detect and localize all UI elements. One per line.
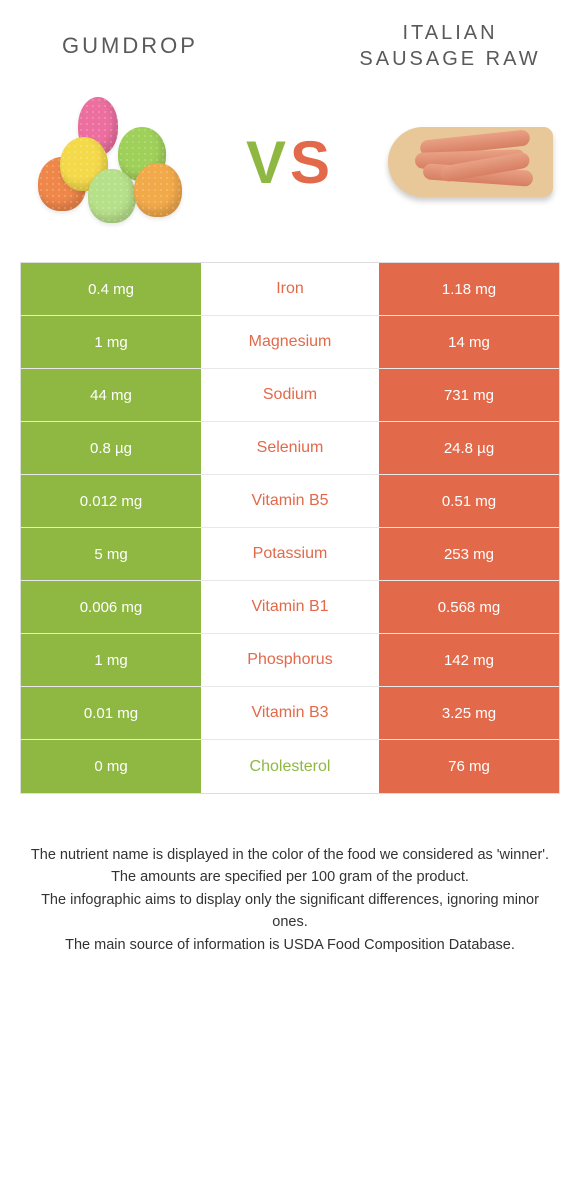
- table-row: 0.4 mgIron1.18 mg: [21, 263, 559, 316]
- nutrient-name: Vitamin B1: [201, 581, 379, 633]
- footnote-line: The amounts are specified per 100 gram o…: [25, 866, 555, 888]
- nutrient-name: Magnesium: [201, 316, 379, 368]
- gumdrops-icon: [30, 97, 190, 227]
- food-title-right: Italian sausage raw: [350, 20, 550, 72]
- table-row: 0.006 mgVitamin B10.568 mg: [21, 581, 559, 634]
- value-left: 0.012 mg: [21, 475, 201, 527]
- food-image-left: [25, 92, 195, 232]
- nutrient-name: Cholesterol: [201, 740, 379, 793]
- food-title-left: Gumdrop: [30, 32, 230, 61]
- table-row: 0.012 mgVitamin B50.51 mg: [21, 475, 559, 528]
- value-right: 3.25 mg: [379, 687, 559, 739]
- vs-label: VS: [246, 128, 334, 197]
- footnote-line: The nutrient name is displayed in the co…: [25, 844, 555, 866]
- value-right: 1.18 mg: [379, 263, 559, 315]
- table-row: 0 mgCholesterol76 mg: [21, 740, 559, 793]
- footnote-line: The main source of information is USDA F…: [25, 934, 555, 956]
- nutrient-name: Vitamin B3: [201, 687, 379, 739]
- nutrient-table: 0.4 mgIron1.18 mg1 mgMagnesium14 mg44 mg…: [20, 262, 560, 794]
- food-image-right: [385, 92, 555, 232]
- value-left: 1 mg: [21, 634, 201, 686]
- value-right: 76 mg: [379, 740, 559, 793]
- value-right: 0.568 mg: [379, 581, 559, 633]
- table-row: 0.01 mgVitamin B33.25 mg: [21, 687, 559, 740]
- value-left: 0 mg: [21, 740, 201, 793]
- value-right: 253 mg: [379, 528, 559, 580]
- footnote-line: The infographic aims to display only the…: [25, 889, 555, 934]
- table-row: 1 mgMagnesium14 mg: [21, 316, 559, 369]
- nutrient-name: Sodium: [201, 369, 379, 421]
- vs-v: V: [246, 128, 290, 197]
- table-row: 5 mgPotassium253 mg: [21, 528, 559, 581]
- images-row: VS: [0, 82, 580, 262]
- value-left: 5 mg: [21, 528, 201, 580]
- table-row: 44 mgSodium731 mg: [21, 369, 559, 422]
- nutrient-name: Potassium: [201, 528, 379, 580]
- value-left: 1 mg: [21, 316, 201, 368]
- nutrient-name: Iron: [201, 263, 379, 315]
- value-left: 44 mg: [21, 369, 201, 421]
- value-left: 0.8 µg: [21, 422, 201, 474]
- nutrient-name: Selenium: [201, 422, 379, 474]
- footnotes: The nutrient name is displayed in the co…: [0, 794, 580, 956]
- value-right: 142 mg: [379, 634, 559, 686]
- vs-s: S: [290, 128, 334, 197]
- value-right: 14 mg: [379, 316, 559, 368]
- table-row: 0.8 µgSelenium24.8 µg: [21, 422, 559, 475]
- sausage-icon: [385, 117, 555, 207]
- value-left: 0.4 mg: [21, 263, 201, 315]
- nutrient-name: Vitamin B5: [201, 475, 379, 527]
- value-right: 24.8 µg: [379, 422, 559, 474]
- header: Gumdrop Italian sausage raw: [0, 0, 580, 82]
- value-left: 0.01 mg: [21, 687, 201, 739]
- value-left: 0.006 mg: [21, 581, 201, 633]
- value-right: 0.51 mg: [379, 475, 559, 527]
- nutrient-name: Phosphorus: [201, 634, 379, 686]
- table-row: 1 mgPhosphorus142 mg: [21, 634, 559, 687]
- value-right: 731 mg: [379, 369, 559, 421]
